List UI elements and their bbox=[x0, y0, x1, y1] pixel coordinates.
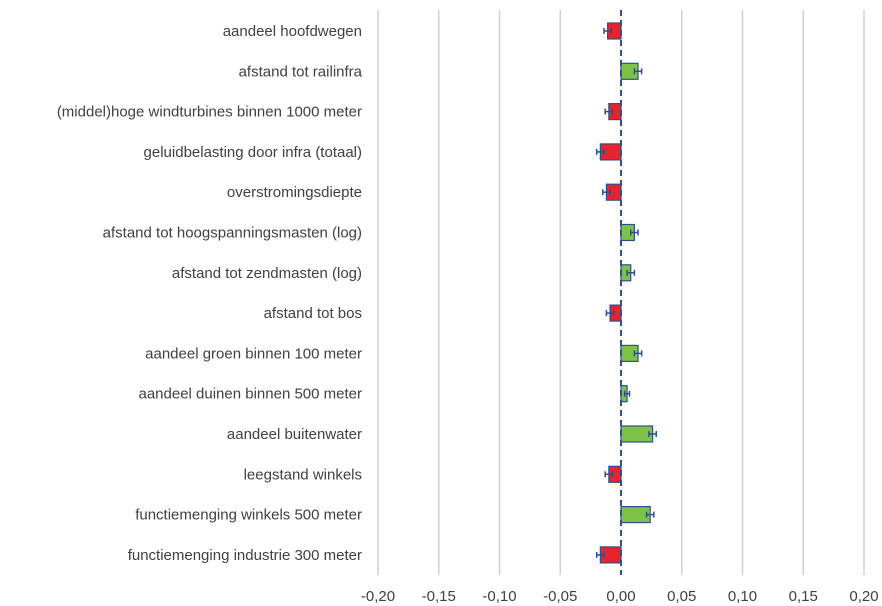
category-label: overstromingsdiepte bbox=[227, 184, 362, 201]
x-tick-label: -0,20 bbox=[361, 588, 395, 605]
x-tick-label: 0,20 bbox=[849, 588, 878, 605]
category-label: afstand tot bos bbox=[264, 305, 362, 322]
bar bbox=[620, 425, 654, 443]
x-tick-label: 0,10 bbox=[728, 588, 757, 605]
x-tick-label: 0,05 bbox=[667, 588, 696, 605]
category-label: aandeel buitenwater bbox=[227, 426, 362, 443]
x-tick-label: 0,00 bbox=[606, 588, 635, 605]
bar-layer bbox=[595, 22, 657, 564]
category-label: (middel)hoge windturbines binnen 1000 me… bbox=[57, 104, 362, 121]
category-label: functiemenging industrie 300 meter bbox=[128, 547, 362, 564]
category-label: geluidbelasting door infra (totaal) bbox=[144, 144, 362, 161]
x-tick-label: -0,05 bbox=[543, 588, 577, 605]
x-tick-label: -0,10 bbox=[482, 588, 516, 605]
x-tick-label: 0,15 bbox=[789, 588, 818, 605]
category-label: aandeel duinen binnen 500 meter bbox=[138, 386, 362, 403]
category-label: aandeel hoofdwegen bbox=[223, 23, 362, 40]
category-label: afstand tot zendmasten (log) bbox=[172, 265, 362, 282]
category-label: leegstand winkels bbox=[244, 466, 362, 483]
category-label: functiemenging winkels 500 meter bbox=[135, 507, 362, 524]
x-tick-labels: -0,20 -0,15 -0,10 -0,05 0,00 0,05 0,10 0,15 0,20 bbox=[361, 588, 879, 605]
category-labels: aandeel hoofdwegen afstand tot railinfra (… bbox=[57, 23, 363, 564]
category-label: afstand tot hoogspanningsmasten (log) bbox=[103, 225, 362, 242]
grid-layer bbox=[377, 10, 865, 575]
category-label: afstand tot railinfra bbox=[239, 63, 363, 80]
x-tick-label: -0,15 bbox=[422, 588, 456, 605]
category-label: aandeel groen binnen 100 meter bbox=[145, 345, 362, 362]
